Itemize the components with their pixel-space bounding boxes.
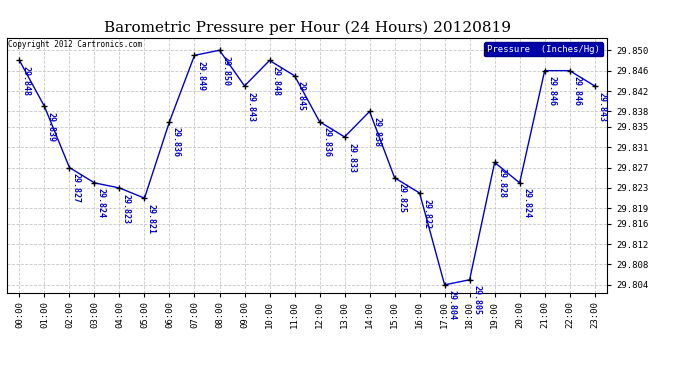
Text: 29.804: 29.804 (447, 290, 456, 320)
Pressure  (Inches/Hg) (166, 119, 174, 124)
Text: 29.824: 29.824 (522, 188, 531, 218)
Text: 29.836: 29.836 (172, 127, 181, 157)
Text: Copyright 2012 Cartronics.com: Copyright 2012 Cartronics.com (8, 40, 142, 49)
Text: 29.850: 29.850 (222, 56, 231, 86)
Text: 29.839: 29.839 (47, 112, 56, 142)
Text: 29.838: 29.838 (372, 117, 381, 147)
Pressure  (Inches/Hg) (366, 109, 374, 114)
Pressure  (Inches/Hg) (340, 135, 348, 139)
Pressure  (Inches/Hg) (90, 181, 99, 185)
Text: 29.822: 29.822 (422, 199, 431, 229)
Text: 29.833: 29.833 (347, 142, 356, 172)
Text: 29.805: 29.805 (472, 285, 481, 315)
Pressure  (Inches/Hg) (440, 283, 449, 287)
Pressure  (Inches/Hg) (566, 68, 574, 73)
Text: 29.827: 29.827 (72, 173, 81, 203)
Text: 29.836: 29.836 (322, 127, 331, 157)
Pressure  (Inches/Hg) (140, 196, 148, 200)
Text: 29.843: 29.843 (247, 92, 256, 122)
Text: 29.824: 29.824 (97, 188, 106, 218)
Text: 29.848: 29.848 (272, 66, 281, 96)
Pressure  (Inches/Hg) (215, 48, 224, 52)
Text: 29.821: 29.821 (147, 204, 156, 234)
Text: 29.849: 29.849 (197, 61, 206, 91)
Pressure  (Inches/Hg) (240, 84, 248, 88)
Text: 29.825: 29.825 (397, 183, 406, 213)
Text: 29.846: 29.846 (572, 76, 581, 106)
Pressure  (Inches/Hg) (415, 191, 424, 195)
Text: 29.828: 29.828 (497, 168, 506, 198)
Pressure  (Inches/Hg) (190, 53, 199, 58)
Legend: Pressure  (Inches/Hg): Pressure (Inches/Hg) (484, 42, 602, 56)
Line: Pressure  (Inches/Hg): Pressure (Inches/Hg) (16, 47, 598, 288)
Pressure  (Inches/Hg) (466, 278, 474, 282)
Pressure  (Inches/Hg) (391, 176, 399, 180)
Pressure  (Inches/Hg) (591, 84, 599, 88)
Text: 29.845: 29.845 (297, 81, 306, 111)
Pressure  (Inches/Hg) (540, 68, 549, 73)
Text: 29.843: 29.843 (597, 92, 606, 122)
Pressure  (Inches/Hg) (491, 160, 499, 165)
Pressure  (Inches/Hg) (115, 186, 124, 190)
Pressure  (Inches/Hg) (66, 165, 74, 170)
Text: 29.848: 29.848 (22, 66, 31, 96)
Pressure  (Inches/Hg) (266, 58, 274, 63)
Pressure  (Inches/Hg) (15, 58, 23, 63)
Pressure  (Inches/Hg) (290, 74, 299, 78)
Title: Barometric Pressure per Hour (24 Hours) 20120819: Barometric Pressure per Hour (24 Hours) … (104, 21, 511, 35)
Pressure  (Inches/Hg) (315, 119, 324, 124)
Pressure  (Inches/Hg) (40, 104, 48, 109)
Text: 29.846: 29.846 (547, 76, 556, 106)
Text: 29.823: 29.823 (122, 194, 131, 224)
Pressure  (Inches/Hg) (515, 181, 524, 185)
